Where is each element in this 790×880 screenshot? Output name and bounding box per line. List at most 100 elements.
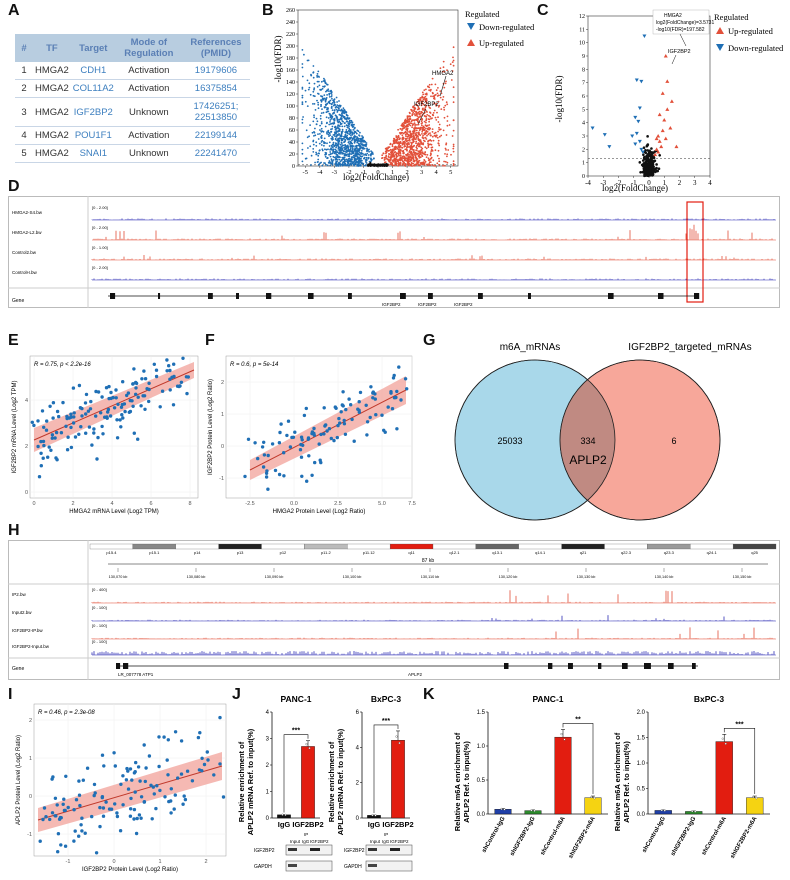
data-point (402, 149, 405, 152)
data-point (399, 145, 402, 147)
data-point (415, 112, 417, 114)
table-cell-ref[interactable]: 22241470 (181, 144, 250, 163)
data-point (306, 136, 309, 139)
data-point (415, 157, 418, 159)
stat-label: R = 0.75, p < 2.2e-16 (34, 362, 91, 368)
x-tick-label: -1 (631, 179, 637, 187)
table-header-row: # TF Target Mode of Regulation Reference… (15, 34, 250, 62)
y-tick-label: 200 (286, 44, 295, 50)
data-point (396, 141, 398, 143)
data-point (243, 474, 247, 479)
regression-line (33, 369, 195, 441)
data-point (55, 409, 60, 414)
data-point (330, 107, 333, 109)
data-point (53, 436, 57, 440)
data-point (425, 138, 428, 140)
data-point (407, 146, 410, 148)
data-point (56, 850, 60, 854)
data-point (314, 134, 317, 137)
data-point (430, 95, 432, 98)
data-point (428, 126, 430, 129)
data-point (318, 76, 320, 78)
data-point (331, 109, 334, 111)
data-point (111, 395, 115, 400)
data-point (39, 439, 43, 444)
data-point (442, 164, 444, 167)
data-point (304, 89, 307, 92)
data-point (134, 386, 138, 390)
annotation-line (439, 75, 447, 97)
data-point (140, 377, 144, 381)
table-cell-target[interactable]: CDH1 (70, 62, 116, 80)
chromosome-band (218, 543, 262, 550)
panel-title: PANC-1 (532, 694, 563, 704)
data-point (330, 158, 333, 161)
data-point (347, 155, 350, 158)
data-point (329, 99, 332, 102)
data-point (331, 163, 334, 166)
data-point (339, 160, 342, 163)
exon (348, 293, 352, 299)
regression-line (37, 765, 223, 821)
data-point (163, 795, 167, 799)
table-cell-ref[interactable]: 22199144 (181, 126, 250, 145)
table-cell-ref[interactable]: 16375854 (181, 79, 250, 98)
data-point (653, 152, 658, 157)
data-point (173, 730, 178, 734)
data-point (423, 159, 426, 161)
data-point (418, 100, 420, 103)
table-cell-ref[interactable]: 17426251; 22513850 (181, 97, 250, 127)
coord-label: 130,100 kb (343, 575, 362, 579)
data-point (157, 735, 161, 739)
x-tick-label: -1 (66, 859, 71, 865)
data-point (329, 119, 332, 121)
data-point (84, 412, 88, 416)
data-point (435, 89, 438, 92)
track-signal (91, 218, 775, 220)
y-tick-label: 260 (286, 8, 295, 14)
data-point (445, 134, 448, 136)
data-point (409, 124, 412, 127)
data-point (400, 157, 403, 160)
data-point (48, 817, 52, 822)
panel-label-e: E (8, 332, 19, 349)
data-point (218, 715, 222, 720)
data-point (442, 60, 445, 63)
data-point (338, 158, 341, 161)
data-point (315, 145, 318, 147)
data-point (644, 151, 648, 155)
data-point (365, 433, 369, 437)
data-point (356, 141, 359, 143)
data-point (644, 168, 647, 172)
data-point (415, 114, 418, 116)
data-point (51, 401, 56, 405)
table-cell-target[interactable]: POU1F1 (70, 126, 116, 145)
data-point (428, 124, 431, 126)
data-point (412, 141, 414, 144)
data-point (328, 92, 331, 95)
exon (548, 663, 553, 669)
data-point (304, 100, 307, 103)
data-point (422, 100, 424, 102)
table-cell-target[interactable]: COL11A2 (70, 79, 116, 98)
y-tick-label: 4 (356, 745, 360, 751)
data-point (335, 135, 338, 138)
data-point (101, 806, 106, 810)
data-point (132, 807, 137, 812)
exon (668, 663, 674, 669)
table-cell-target[interactable]: SNAI1 (70, 144, 116, 163)
data-point (438, 160, 441, 163)
data-point (89, 399, 93, 404)
data-point (393, 148, 396, 150)
data-point (327, 148, 329, 151)
data-point (364, 161, 367, 163)
table-cell-ref[interactable]: 19179606 (181, 62, 250, 80)
data-point (403, 141, 405, 144)
data-point (318, 84, 321, 87)
data-point (431, 135, 434, 138)
data-point (338, 140, 341, 143)
table-cell-target[interactable]: IGF2BP2 (70, 97, 116, 127)
data-point (440, 134, 443, 137)
box-line-2: log2(FoldChange)=3.5731 (656, 20, 714, 26)
data-point (334, 138, 337, 141)
